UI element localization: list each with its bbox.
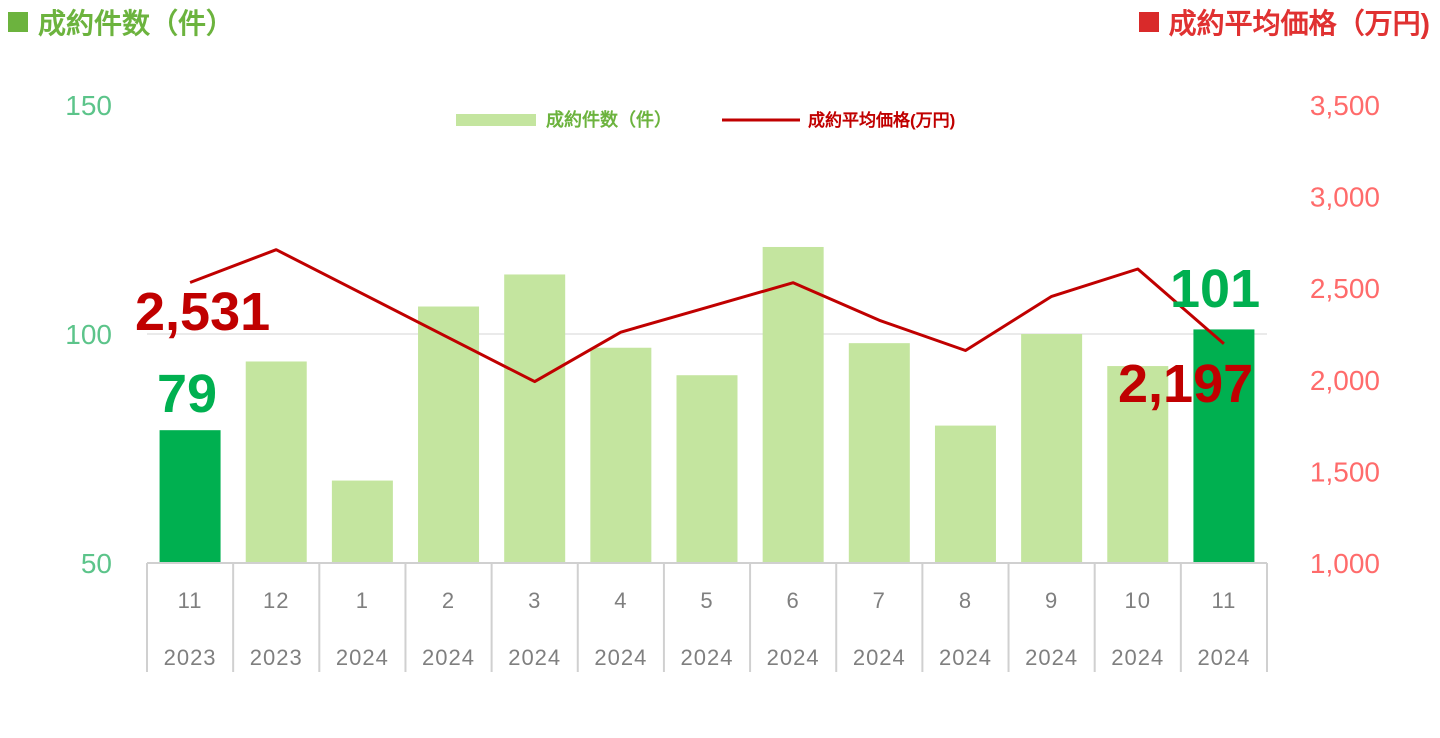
x-year-label-7: 2024 bbox=[767, 645, 820, 670]
x-month-label-1: 12 bbox=[263, 588, 289, 613]
x-year-label-5: 2024 bbox=[594, 645, 647, 670]
x-year-label-9: 2024 bbox=[939, 645, 992, 670]
bar-0 bbox=[159, 430, 221, 563]
legend-bar-swatch bbox=[456, 114, 536, 126]
x-month-label-3: 2 bbox=[442, 588, 455, 613]
x-year-label-3: 2024 bbox=[422, 645, 475, 670]
x-month-label-5: 4 bbox=[614, 588, 627, 613]
right-tick-label-4: 3,000 bbox=[1310, 182, 1380, 213]
right-tick-label-2: 2,000 bbox=[1310, 365, 1380, 396]
left-y-axis: 50 100 150 bbox=[65, 90, 112, 579]
right-axis-title: 成約平均価格（万円) bbox=[1138, 2, 1430, 42]
line-series bbox=[189, 248, 1225, 384]
legend-bar-label: 成約件数（件） bbox=[546, 109, 672, 130]
right-tick-label-5: 3,500 bbox=[1310, 90, 1380, 121]
x-month-label-4: 3 bbox=[528, 588, 541, 613]
bar-6 bbox=[676, 375, 738, 563]
callout-last-price: 2,197 bbox=[1118, 354, 1253, 414]
x-month-label-12: 11 bbox=[1212, 588, 1237, 613]
price-line bbox=[189, 248, 1225, 384]
bar-3 bbox=[418, 306, 480, 563]
x-month-label-0: 11 bbox=[178, 588, 203, 613]
bar-8 bbox=[848, 343, 910, 563]
x-year-label-11: 2024 bbox=[1111, 645, 1164, 670]
x-year-label-2: 2024 bbox=[336, 645, 389, 670]
x-year-label-1: 2023 bbox=[250, 645, 303, 670]
x-month-label-8: 7 bbox=[873, 588, 886, 613]
red-square-icon bbox=[1138, 12, 1159, 32]
left-tick-label-2: 150 bbox=[65, 90, 112, 121]
right-tick-label-3: 2,500 bbox=[1310, 273, 1380, 304]
bar-4 bbox=[504, 274, 566, 563]
left-tick-label-1: 100 bbox=[65, 319, 112, 350]
callout-first-bar: 79 bbox=[157, 364, 217, 424]
x-axis: 11 2023 12 2023 1 2024 2 2024 3 2024 4 2024 5 2024 6 20… bbox=[146, 562, 1268, 672]
right-y-axis: 1,000 1,500 2,000 2,500 3,000 3,500 bbox=[1310, 90, 1380, 579]
x-month-label-10: 9 bbox=[1045, 588, 1058, 613]
x-month-label-11: 10 bbox=[1125, 588, 1151, 613]
x-year-label-4: 2024 bbox=[508, 645, 561, 670]
callouts: 2,531 79 101 2,197 bbox=[135, 259, 1260, 424]
bar-7 bbox=[762, 246, 824, 564]
bar-12 bbox=[1193, 329, 1255, 563]
bar-11 bbox=[1107, 366, 1169, 563]
x-year-label-0: 2023 bbox=[164, 645, 217, 670]
x-month-label-9: 8 bbox=[959, 588, 972, 613]
x-year-label-10: 2024 bbox=[1025, 645, 1078, 670]
x-year-label-12: 2024 bbox=[1197, 645, 1250, 670]
x-month-label-6: 5 bbox=[700, 588, 713, 613]
x-year-label-6: 2024 bbox=[681, 645, 734, 670]
left-tick-label-0: 50 bbox=[81, 548, 112, 579]
legend: 成約件数（件） 成約平均価格(万円) bbox=[456, 109, 955, 130]
bar-10 bbox=[1021, 334, 1083, 563]
right-tick-label-1: 1,500 bbox=[1310, 456, 1380, 487]
left-axis-title: 成約件数（件） bbox=[8, 2, 234, 42]
bar-9 bbox=[934, 425, 996, 563]
bar-2 bbox=[331, 480, 393, 563]
x-month-label-7: 6 bbox=[787, 588, 800, 613]
bar-series bbox=[159, 246, 1255, 564]
bar-5 bbox=[590, 347, 652, 563]
x-month-label-2: 1 bbox=[356, 588, 369, 613]
green-square-icon bbox=[8, 12, 28, 32]
callout-last-bar: 101 bbox=[1170, 259, 1260, 319]
bar-1 bbox=[245, 361, 307, 563]
callout-first-price: 2,531 bbox=[135, 282, 270, 342]
legend-line-label: 成約平均価格(万円) bbox=[808, 110, 955, 130]
left-title-text: 成約件数（件） bbox=[38, 8, 235, 39]
right-title-text: 成約平均価格（万円) bbox=[1168, 8, 1430, 39]
x-year-label-8: 2024 bbox=[853, 645, 906, 670]
right-tick-label-0: 1,000 bbox=[1310, 548, 1380, 579]
